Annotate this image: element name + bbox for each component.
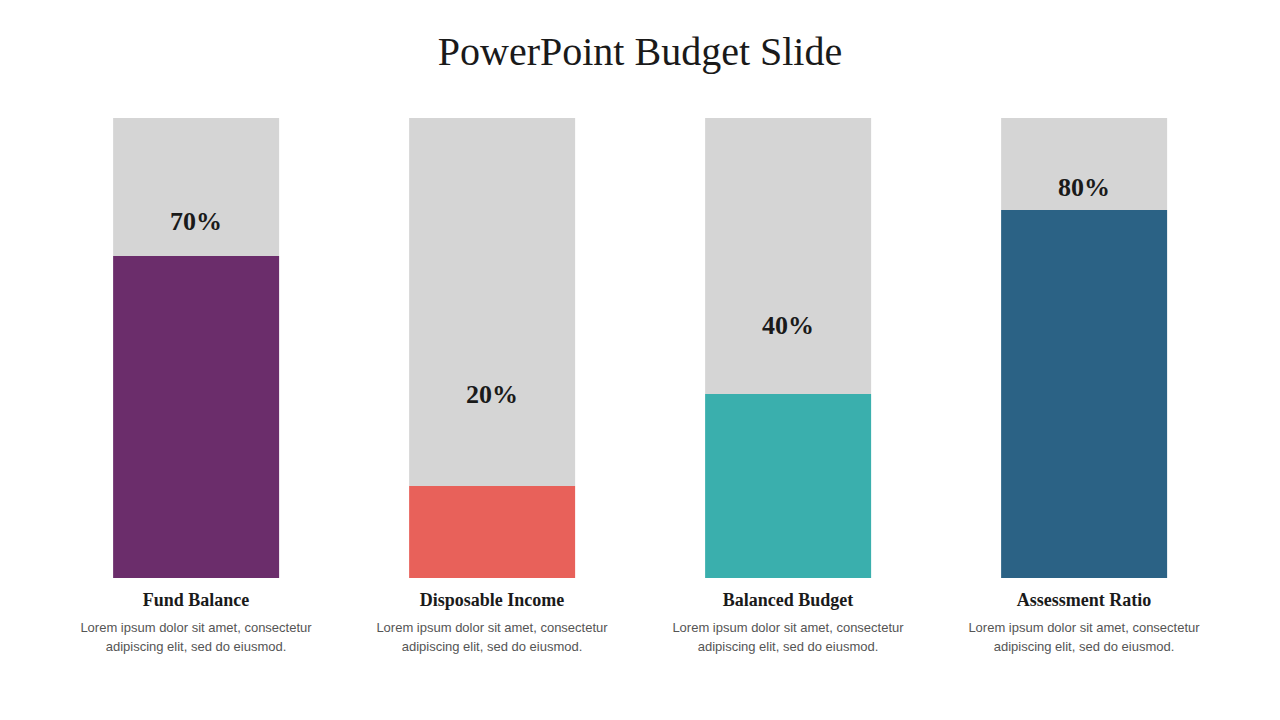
svg-text:adipiscing elit, sed do eiusmo: adipiscing elit, sed do eiusmod.: [698, 639, 879, 654]
svg-text:adipiscing elit, sed do eiusmo: adipiscing elit, sed do eiusmod.: [994, 639, 1175, 654]
svg-text:Lorem ipsum dolor sit amet, co: Lorem ipsum dolor sit amet, consectetur: [376, 620, 608, 635]
svg-text:Fund Balance: Fund Balance: [143, 590, 250, 610]
svg-text:Lorem ipsum dolor sit amet, co: Lorem ipsum dolor sit amet, consectetur: [968, 620, 1200, 635]
svg-text:80%: 80%: [1058, 173, 1110, 202]
svg-text:Balanced Budget: Balanced Budget: [723, 590, 854, 610]
svg-text:Assessment Ratio: Assessment Ratio: [1017, 590, 1152, 610]
svg-text:Disposable Income: Disposable Income: [420, 590, 565, 610]
html-text:PowerPoint Budget Slide: PowerPoint Budget Slide: [437, 29, 843, 74]
svg-text:Lorem ipsum dolor sit amet, co: Lorem ipsum dolor sit amet, consectetur: [80, 620, 312, 635]
svg-text:70%: 70%: [170, 207, 222, 236]
svg-text:20%: 20%: [466, 380, 518, 409]
svg-text:adipiscing elit, sed do eiusmo: adipiscing elit, sed do eiusmod.: [402, 639, 583, 654]
svg-text:40%: 40%: [762, 311, 814, 340]
svg-text:Lorem ipsum dolor sit amet, co: Lorem ipsum dolor sit amet, consectetur: [672, 620, 904, 635]
svg-text:adipiscing elit, sed do eiusmo: adipiscing elit, sed do eiusmod.: [106, 639, 287, 654]
